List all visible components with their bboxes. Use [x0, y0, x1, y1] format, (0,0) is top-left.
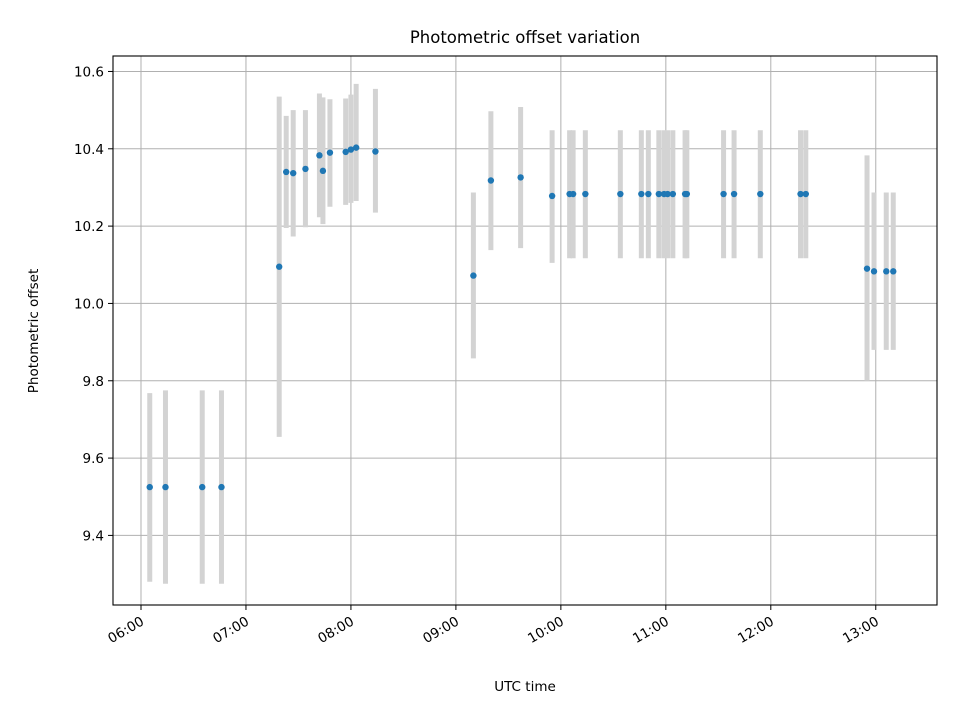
data-point — [683, 190, 691, 198]
data-point — [582, 190, 589, 198]
data-point — [645, 190, 652, 198]
x-tick-label: 07:00 — [210, 614, 252, 647]
y-axis-label: Photometric offset — [26, 269, 42, 393]
x-axis-ticks: 06:00 07:00 08:00 09:00 10:00 11:00 12:00 13:00 — [105, 605, 882, 647]
grid-lines — [113, 56, 937, 605]
x-tick-label: 11:00 — [630, 614, 672, 647]
x-tick-label: 13:00 — [840, 614, 882, 647]
data-point — [302, 165, 309, 173]
data-point — [548, 192, 556, 200]
data-point — [487, 177, 495, 184]
x-tick-label: 12:00 — [735, 614, 777, 647]
data-point — [870, 268, 878, 275]
data-point — [372, 148, 379, 155]
y-tick-label: 10.6 — [74, 64, 104, 80]
data-point — [797, 190, 804, 198]
y-tick-label: 9.4 — [83, 528, 104, 544]
data-point — [162, 483, 169, 491]
data-point — [655, 190, 663, 198]
data-point — [289, 169, 297, 177]
data-point — [342, 148, 349, 156]
data-point — [757, 190, 764, 198]
data-point — [517, 174, 524, 181]
y-tick-label: 10.4 — [74, 142, 104, 158]
data-point — [669, 190, 677, 198]
data-point — [470, 272, 477, 279]
data-point — [347, 146, 355, 153]
data-point — [199, 483, 206, 491]
data-point — [218, 483, 225, 491]
data-point — [352, 144, 360, 151]
data-point — [664, 190, 671, 198]
y-tick-label: 9.6 — [83, 451, 104, 467]
x-tick-label: 10:00 — [525, 614, 567, 647]
data-point — [275, 263, 283, 270]
y-axis-ticks: 9.4 9.6 9.8 10.0 10.2 10.4 10.6 — [74, 64, 113, 544]
x-tick-label: 09:00 — [420, 614, 462, 647]
data-point — [282, 168, 290, 176]
chart-title: Photometric offset variation — [410, 28, 640, 47]
plot-frame — [112, 55, 938, 606]
data-point — [730, 190, 738, 198]
data-point — [146, 483, 153, 491]
data-points — [146, 144, 897, 491]
error-bars — [147, 83, 896, 584]
data-point — [863, 265, 871, 272]
data-point — [802, 190, 809, 198]
data-point — [890, 268, 897, 275]
data-point — [617, 190, 624, 198]
y-tick-label: 9.8 — [83, 374, 104, 390]
data-point — [720, 190, 727, 198]
y-tick-label: 10.0 — [74, 296, 104, 312]
x-tick-label: 08:00 — [315, 614, 357, 647]
data-point — [326, 149, 334, 156]
data-point — [883, 268, 890, 275]
y-tick-label: 10.2 — [74, 219, 104, 235]
x-axis-label: UTC time — [494, 679, 556, 695]
x-tick-label: 06:00 — [105, 614, 147, 647]
data-point — [638, 190, 645, 198]
data-point — [316, 152, 323, 159]
data-point — [569, 190, 577, 198]
data-point — [319, 167, 327, 175]
